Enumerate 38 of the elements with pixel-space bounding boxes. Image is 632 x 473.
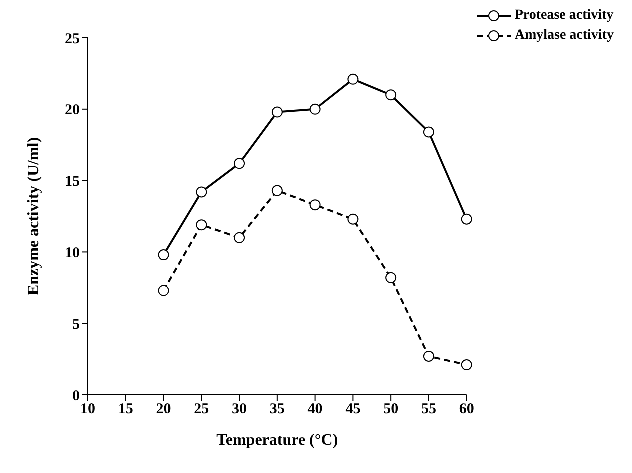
point	[234, 158, 246, 170]
x-axis-title: Temperature (°C)	[216, 432, 338, 449]
x-tick-label: 35	[270, 402, 285, 418]
point	[423, 126, 434, 138]
point	[158, 285, 170, 296]
x-tick-label: 50	[384, 402, 399, 418]
point	[310, 200, 321, 211]
x-tick-label: 30	[232, 402, 248, 418]
point	[461, 360, 472, 371]
point	[310, 104, 321, 115]
y-tick-label: 25	[65, 31, 80, 48]
point	[461, 214, 472, 225]
point	[158, 250, 170, 261]
point	[423, 350, 434, 362]
point	[348, 214, 359, 225]
point	[196, 186, 208, 198]
x-tick-label: 60	[459, 402, 474, 418]
legend-label: Amylase activity	[514, 28, 614, 44]
y-tick-label: 20	[65, 102, 80, 119]
point	[272, 185, 283, 196]
x-tick-label: 20	[156, 402, 172, 418]
y-tick-label: 10	[65, 246, 80, 262]
point	[386, 90, 397, 101]
x-tick-label: 25	[194, 402, 210, 418]
y-axis-title: Enzyme activity (U/ml)	[26, 137, 43, 296]
point	[348, 74, 359, 85]
point	[386, 272, 397, 284]
y-tick-label: 0	[72, 388, 80, 404]
point	[196, 220, 208, 231]
point	[234, 232, 246, 244]
x-tick-label: 40	[308, 402, 323, 418]
y-tick-label: 15	[65, 174, 80, 190]
point	[272, 106, 283, 118]
y-tick-label: 5	[72, 316, 80, 333]
x-tick-label: 45	[346, 402, 361, 418]
x-tick-label: 15	[118, 402, 134, 418]
legend-label: Protease activity	[514, 8, 614, 24]
x-tick-label: 55	[421, 402, 436, 418]
